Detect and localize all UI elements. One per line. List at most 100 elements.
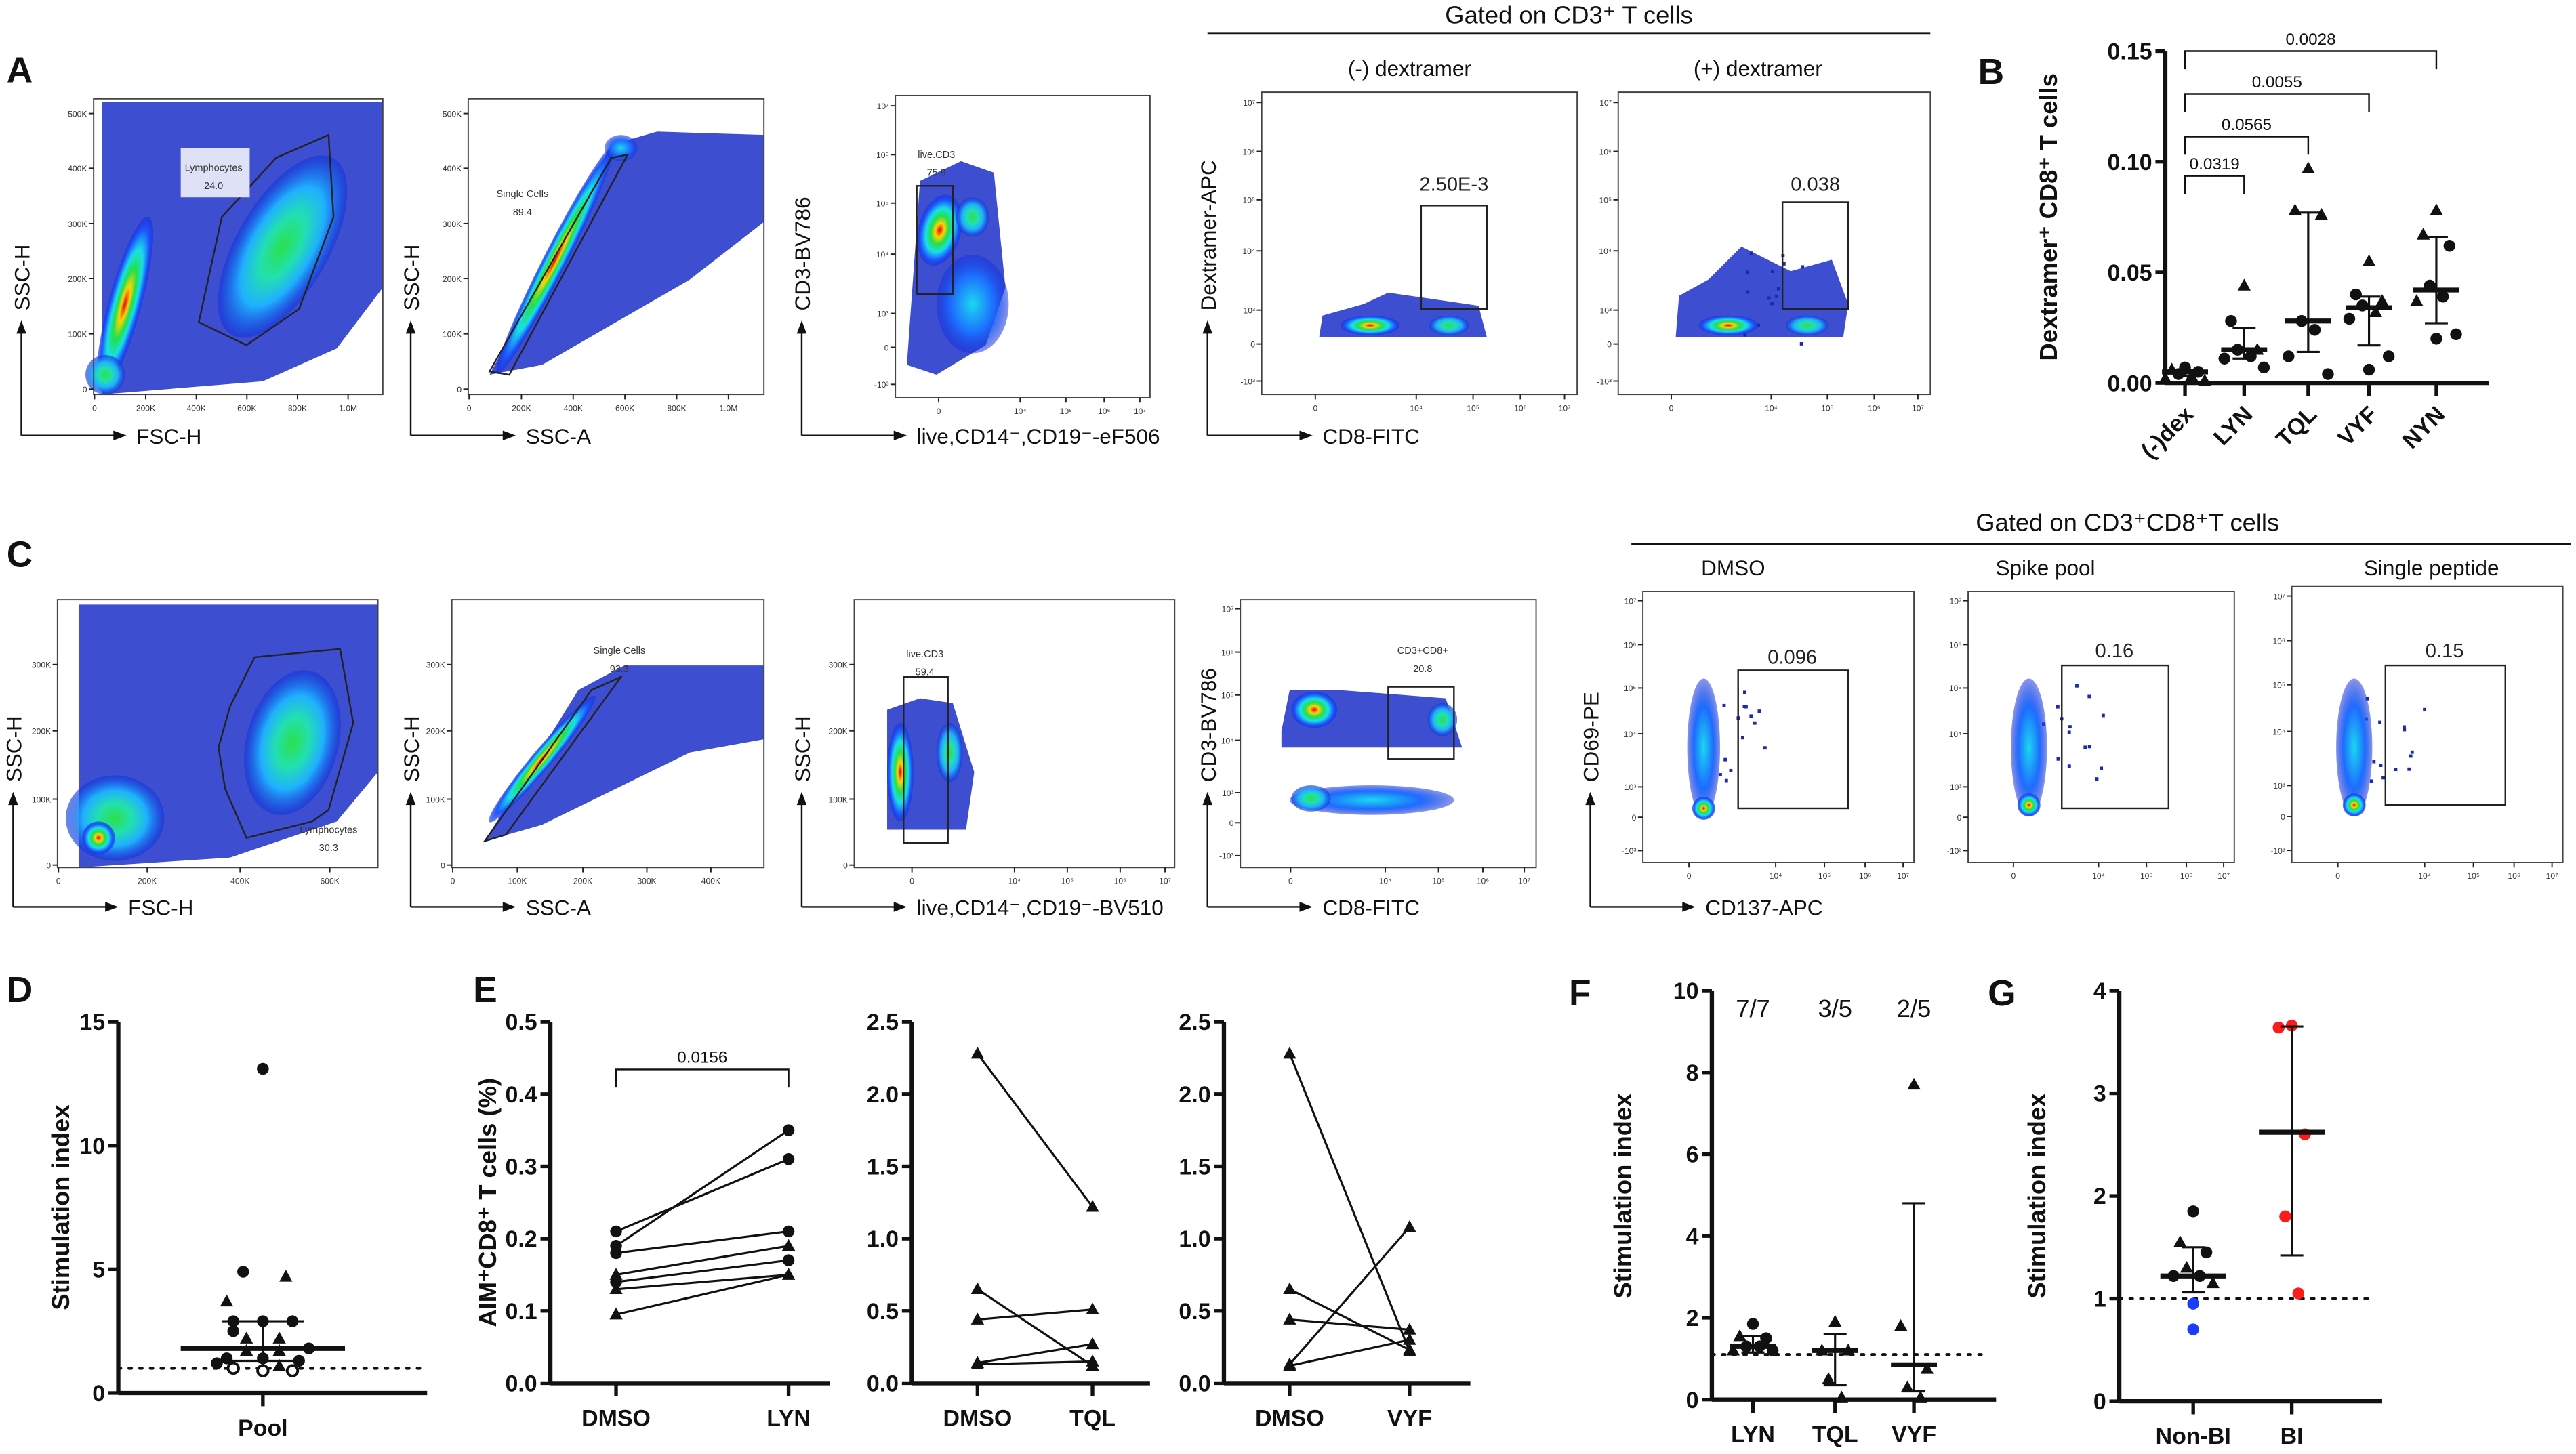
x-tick-label: 400K — [230, 877, 249, 886]
data-point-triangle — [2159, 371, 2172, 383]
y-tick-label: 4 — [2093, 978, 2106, 1004]
y-tick-label: 0 — [46, 861, 51, 871]
y-tick-label: 10⁶ — [1624, 640, 1636, 650]
data-point-triangle — [272, 1358, 286, 1371]
x-tick-label: 10⁴ — [2092, 871, 2105, 881]
gate-name: Single Cells — [594, 646, 646, 657]
x-tick-label: 600K — [237, 403, 256, 413]
data-point-triangle — [1822, 1372, 1835, 1384]
y-tick-label: 10³ — [1600, 306, 1612, 316]
paired-line — [1289, 1338, 1410, 1367]
y-tick-label: 8 — [1686, 1060, 1699, 1086]
error-bar — [222, 1320, 304, 1363]
y-tick-label: -10³ — [1622, 846, 1637, 856]
y-tick-label: 300K — [426, 661, 445, 670]
x-tick-label: 10⁵ — [1061, 877, 1074, 886]
axis-arrows — [1206, 323, 1310, 436]
plot-title: Spike pool — [1995, 556, 2095, 580]
gate-percentage: 2.50E-3 — [1419, 174, 1488, 196]
x-tick-label: 10⁶ — [1859, 871, 1871, 881]
event-density-cluster — [1786, 315, 1829, 335]
data-point-circle — [211, 1357, 223, 1369]
data-point-circle — [257, 1062, 269, 1075]
gate-rectangle — [1420, 205, 1488, 310]
event-dot — [2423, 707, 2427, 711]
data-point-open-circle — [256, 1364, 270, 1377]
x-tick-label: 10⁷ — [1134, 407, 1146, 416]
data-point-triangle — [1726, 1344, 1740, 1356]
x-tick-label: DMSO — [943, 1405, 1012, 1431]
data-point-triangle — [609, 1282, 623, 1295]
error-bar — [2357, 295, 2381, 347]
y-tick-label: 0 — [83, 385, 87, 394]
event-density-cluster — [96, 216, 153, 392]
x-tick-label: 0 — [1687, 871, 1692, 881]
axis-arrows — [20, 323, 123, 436]
data-point-triangle — [970, 1046, 985, 1059]
plot-title: (-) dextramer — [1348, 56, 1471, 81]
y-tick-label: 2 — [2093, 1184, 2106, 1209]
data-point-circle — [2450, 328, 2462, 341]
event-dot — [2403, 725, 2406, 729]
y-tick-label: 10⁴ — [2272, 727, 2285, 736]
x-tick-label: LYN — [766, 1405, 811, 1431]
p-value-label: 0.0028 — [2285, 30, 2335, 49]
data-point-circle — [2443, 240, 2456, 252]
event-dot — [1719, 773, 1722, 776]
event-density-cluster — [956, 197, 989, 237]
plot-title: Single peptide — [2364, 556, 2499, 580]
event-dot — [1722, 703, 1726, 707]
y-tick-label: -10³ — [1947, 846, 1962, 856]
data-point-triangle — [2314, 207, 2328, 220]
event-density-cluster — [1687, 678, 1721, 817]
y-tick-label: 10³ — [1950, 783, 1962, 792]
plot-frame — [1642, 591, 1915, 863]
x-axis-label: CD8-FITC — [1322, 896, 1420, 920]
x-tick-label: 10⁵ — [1060, 407, 1072, 416]
event-dot — [1753, 721, 1757, 725]
data-point-triangle — [272, 1331, 286, 1344]
plot-frame — [1617, 91, 1931, 396]
event-dot — [2067, 764, 2071, 768]
event-density-cluster — [85, 354, 125, 395]
y-tick-label: 100K — [68, 330, 87, 339]
y-tick-label: 200K — [426, 727, 445, 736]
y-tick-label: 400K — [443, 164, 462, 173]
y-tick-label: 0 — [457, 385, 462, 394]
data-point-circle — [610, 1276, 622, 1288]
event-density-cluster — [887, 722, 914, 822]
flow-plot-a5: -10³ 0 10³ 10⁴ 10⁵ 10⁶ 10⁷ 0 10⁴ 10⁵ 10⁶ 10⁷ 0.038 (+… — [1597, 56, 1931, 413]
data-point-triangle — [1900, 1380, 1915, 1392]
event-density-cluster — [1692, 797, 1715, 820]
event-dot — [1799, 342, 1803, 346]
x-tick-label: 0 — [92, 403, 97, 413]
y-tick-label: 10⁴ — [1949, 730, 1962, 739]
axis-arrows — [1589, 795, 1692, 908]
y-tick-label: 2.0 — [1179, 1082, 1210, 1108]
flow-plot-c6: -10³ 0 10³ 10⁴ 10⁵ 10⁶ 10⁷ 0 10⁴ 10⁵ 10⁶ 10⁷ 0.16 Spi… — [1947, 556, 2235, 881]
x-tick-label: Pool — [238, 1415, 288, 1441]
data-point-triangle — [1086, 1199, 1099, 1212]
x-tick-label: 200K — [138, 877, 157, 886]
data-point-circle — [2279, 1210, 2291, 1223]
x-tick-label: 10⁴ — [2418, 871, 2431, 881]
x-tick-label: 10⁴ — [1770, 871, 1782, 881]
plot-frame — [1261, 91, 1578, 396]
x-tick-label: 10⁶ — [1114, 877, 1126, 886]
event-dot — [2056, 757, 2060, 761]
y-tick-label: 10 — [1673, 978, 1699, 1004]
event-density-cluster — [936, 722, 963, 783]
event-dot — [2403, 728, 2407, 732]
y-tick-label: 4 — [1686, 1224, 1699, 1249]
data-point-triangle — [1086, 1354, 1099, 1367]
data-point-triangle — [609, 1307, 623, 1320]
x-tick-label: Non-BI — [2156, 1424, 2231, 1449]
y-tick-label: 5 — [92, 1257, 105, 1283]
gate-percentage: 0.15 — [2426, 640, 2464, 662]
x-tick-label: 200K — [512, 403, 531, 413]
x-tick-label: VYF — [1892, 1422, 1936, 1448]
event-density-halo — [485, 665, 764, 842]
paired-line — [615, 1129, 790, 1247]
x-tick-label: 10⁵ — [1818, 871, 1831, 881]
panel-letter-f: F — [1569, 974, 1591, 1014]
